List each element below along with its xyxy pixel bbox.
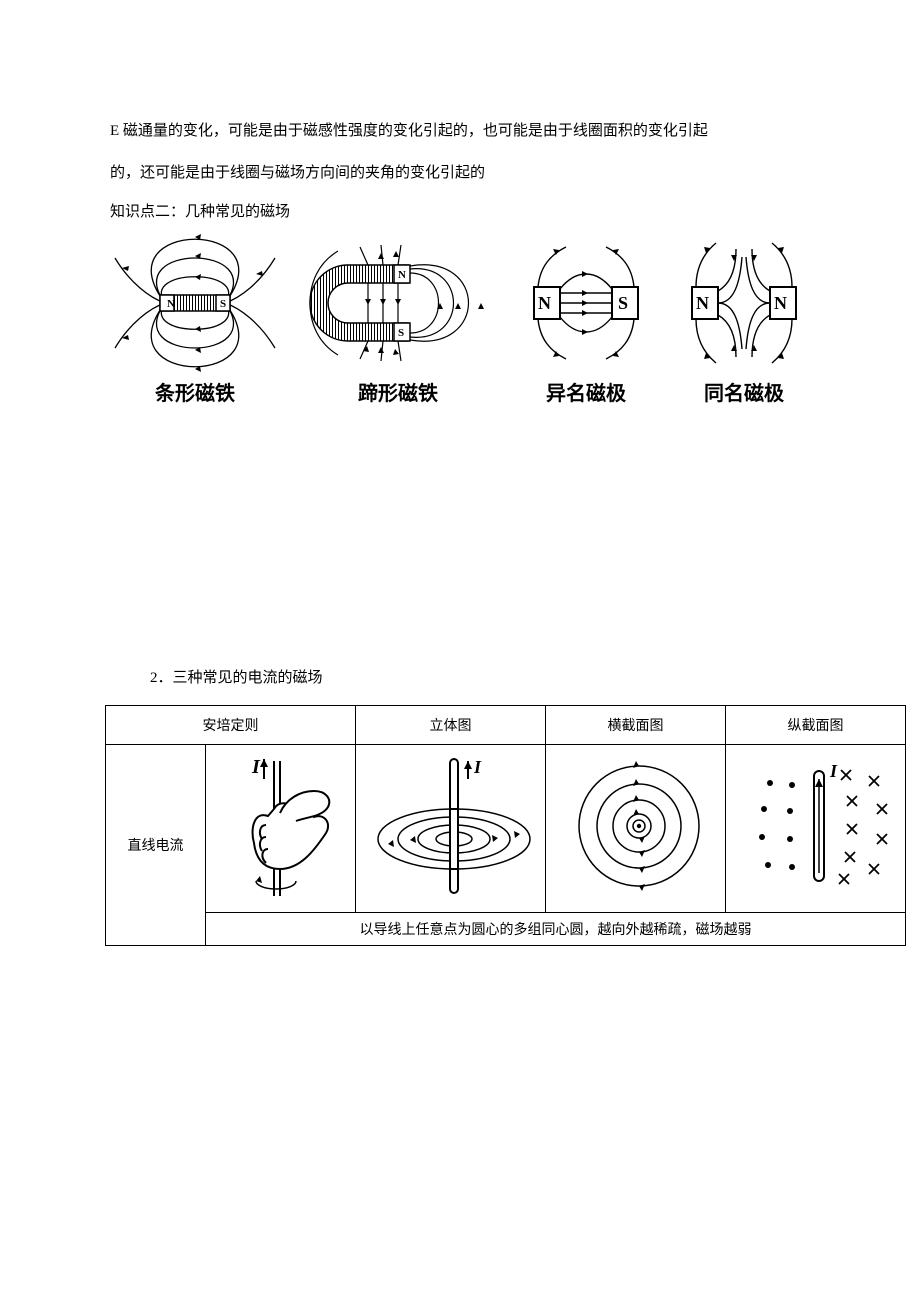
svg-text:I: I bbox=[473, 757, 482, 777]
th-long: 纵截面图 bbox=[726, 706, 906, 745]
horseshoe-magnet-svg: N S bbox=[298, 233, 498, 373]
unlike-poles-figure: N S bbox=[516, 233, 656, 406]
row1-description: 以导线上任意点为圆心的多组同心圆，越向外越稀疏，磁场越弱 bbox=[206, 913, 906, 946]
svg-text:I: I bbox=[251, 756, 261, 778]
subheading-2: 2．三种常见的电流的磁场 bbox=[110, 666, 810, 687]
svg-text:N: N bbox=[774, 293, 787, 313]
solid-view-svg: I bbox=[364, 751, 544, 901]
long-section-cell: I bbox=[726, 745, 906, 913]
svg-text:N: N bbox=[696, 293, 709, 313]
like-poles-figure: N N bbox=[674, 233, 814, 406]
magnet-figure-row: N S 条形磁铁 N S bbox=[110, 233, 810, 406]
svg-text:S: S bbox=[220, 298, 226, 310]
bar-magnet-caption: 条形磁铁 bbox=[155, 377, 235, 406]
ampere-rule-cell: I bbox=[206, 745, 356, 913]
svg-text:N: N bbox=[398, 269, 406, 281]
bar-magnet-svg: N S bbox=[110, 233, 280, 373]
like-poles-caption: 同名磁极 bbox=[704, 377, 784, 406]
ampere-hand-svg: I bbox=[214, 751, 354, 901]
section-heading: 知识点二：几种常见的磁场 bbox=[110, 200, 810, 221]
solid-view-cell: I bbox=[356, 745, 546, 913]
unlike-poles-caption: 异名磁极 bbox=[546, 377, 626, 406]
bar-magnet-figure: N S 条形磁铁 bbox=[110, 233, 280, 406]
cross-section-cell bbox=[546, 745, 726, 913]
horseshoe-magnet-figure: N S bbox=[298, 233, 498, 406]
unlike-poles-svg: N S bbox=[516, 233, 656, 373]
paragraph-line-1: E 磁通量的变化，可能是由于磁感性强度的变化引起的，也可能是由于线圈面积的变化引… bbox=[110, 110, 810, 152]
horseshoe-magnet-caption: 蹄形磁铁 bbox=[358, 377, 438, 406]
long-section-svg: I bbox=[734, 751, 904, 901]
svg-text:S: S bbox=[618, 293, 628, 313]
row-label-straight: 直线电流 bbox=[106, 745, 206, 946]
svg-text:N: N bbox=[167, 298, 175, 310]
current-field-table: 安培定则 立体图 横截面图 纵截面图 直线电流 I bbox=[105, 705, 906, 946]
svg-text:S: S bbox=[398, 327, 404, 339]
svg-text:N: N bbox=[538, 293, 551, 313]
th-solid: 立体图 bbox=[356, 706, 546, 745]
th-cross: 横截面图 bbox=[546, 706, 726, 745]
svg-text:I: I bbox=[829, 761, 838, 781]
like-poles-svg: N N bbox=[674, 233, 814, 373]
paragraph-line-2: 的，还可能是由于线圈与磁场方向间的夹角的变化引起的 bbox=[110, 152, 810, 194]
th-ampere: 安培定则 bbox=[106, 706, 356, 745]
cross-section-svg bbox=[554, 751, 724, 901]
